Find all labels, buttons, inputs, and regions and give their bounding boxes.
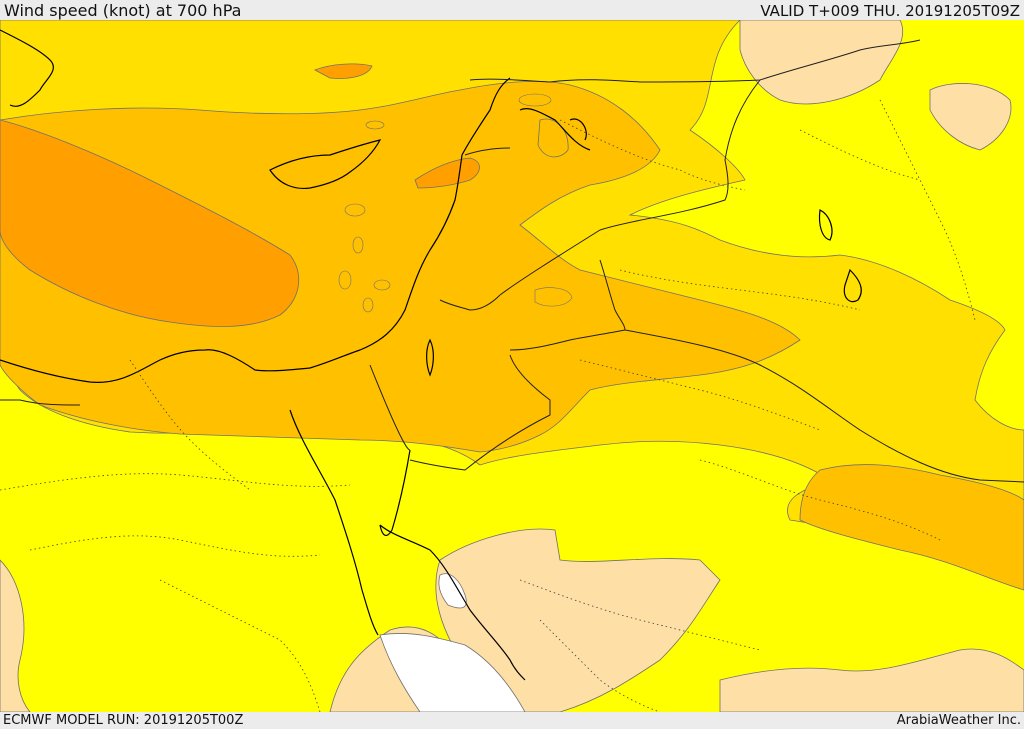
credit-text: ArabiaWeather Inc. [896, 713, 1021, 728]
header-bar: Wind speed (knot) at 700 hPa VALID T+009… [0, 0, 1024, 20]
band-top-areas [0, 63, 480, 327]
valid-time: VALID T+009 THU. 20191205T09Z [760, 2, 1020, 20]
band-high-blobs [338, 93, 573, 313]
country-borders [0, 39, 1024, 483]
wind-speed-map [0, 20, 1024, 712]
model-run: ECMWF MODEL RUN: 20191205T00Z [3, 713, 244, 728]
map-title: Wind speed (knot) at 700 hPa [4, 1, 242, 20]
weather-map[interactable] [0, 20, 1024, 712]
band-high-areas [0, 80, 1024, 591]
admin-borders [0, 99, 976, 712]
footer-bar: ECMWF MODEL RUN: 20191205T00Z ArabiaWeat… [0, 712, 1024, 729]
calm-areas [379, 573, 526, 712]
coastlines [0, 29, 862, 681]
